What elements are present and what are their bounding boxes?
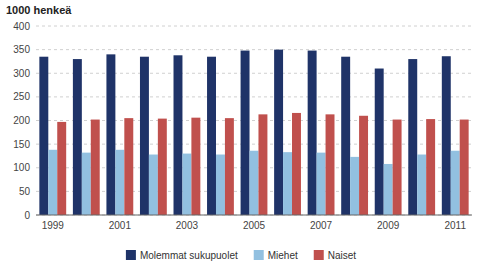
legend: Molemmat sukupuolet Miehet Naiset: [126, 250, 356, 261]
bar: [317, 153, 326, 215]
bars: [39, 50, 468, 215]
x-tick-label: 1999: [42, 220, 65, 231]
bar: [258, 114, 267, 215]
bar: [191, 118, 200, 215]
bar: [442, 56, 451, 215]
y-tick-label: 300: [13, 68, 30, 79]
bar: [182, 154, 191, 215]
bar: [350, 157, 359, 215]
bar: [124, 118, 133, 215]
x-tick-label: 2003: [176, 220, 199, 231]
y-tick-label: 50: [19, 186, 31, 197]
bar: [326, 114, 335, 215]
bar: [82, 153, 91, 215]
bar: [115, 150, 124, 215]
grid-line: [36, 144, 472, 145]
bar: [451, 151, 460, 215]
bar: [417, 155, 426, 215]
bar: [384, 164, 393, 215]
y-tick-label: 250: [13, 91, 30, 102]
x-axis-line: [36, 215, 472, 216]
legend-swatch: [126, 250, 136, 260]
bar: [375, 69, 384, 215]
legend-label: Naiset: [328, 250, 357, 261]
bar: [106, 54, 115, 215]
grid: [36, 26, 472, 215]
legend-label: Molemmat sukupuolet: [140, 250, 238, 261]
grid-line: [36, 73, 472, 74]
bar: [308, 51, 317, 215]
grid-line: [36, 215, 472, 216]
bar: [174, 55, 183, 215]
grid-line: [36, 120, 472, 121]
bar: [341, 57, 350, 215]
bar: [283, 152, 292, 215]
y-axis-label: 1000 henkeä: [6, 4, 72, 16]
x-tick-label: 2011: [444, 220, 466, 231]
y-tick-label: 400: [13, 21, 30, 32]
legend-swatch: [254, 250, 264, 260]
y-tick-label: 100: [13, 162, 30, 173]
bar: [225, 118, 234, 215]
legend-label: Miehet: [268, 250, 298, 261]
y-tick-label: 0: [24, 210, 30, 221]
x-tick-label: 2007: [310, 220, 333, 231]
bar: [216, 155, 225, 215]
grid-line: [36, 26, 472, 27]
grid-line: [36, 96, 472, 97]
legend-swatch: [314, 250, 324, 260]
chart: 1000 henkeä 0 50 100 150 200 250 300 350 400 1999 2…: [0, 0, 482, 273]
bar: [207, 57, 216, 215]
bar: [292, 113, 301, 215]
bar: [393, 120, 402, 215]
bar: [274, 50, 283, 215]
bar: [57, 122, 66, 215]
bar: [250, 151, 259, 215]
y-tick-label: 200: [13, 115, 30, 126]
legend-item: Miehet: [254, 250, 298, 261]
legend-item: Molemmat sukupuolet: [126, 250, 238, 261]
x-tick-label: 2001: [109, 220, 132, 231]
bar: [158, 119, 167, 215]
bar: [39, 57, 48, 215]
bar: [91, 120, 100, 215]
bar: [48, 150, 57, 215]
bar: [460, 120, 469, 215]
x-tick-label: 2005: [243, 220, 266, 231]
x-tick-label: 2009: [377, 220, 400, 231]
bar: [140, 57, 149, 215]
bar: [408, 59, 417, 215]
bar: [359, 116, 368, 215]
bar: [73, 59, 82, 215]
bar: [149, 155, 158, 215]
y-tick-label: 350: [13, 44, 30, 55]
y-tick-label: 150: [13, 139, 30, 150]
bar: [241, 51, 250, 215]
legend-item: Naiset: [314, 250, 357, 261]
grid-line: [36, 49, 472, 50]
bar: [426, 119, 435, 215]
